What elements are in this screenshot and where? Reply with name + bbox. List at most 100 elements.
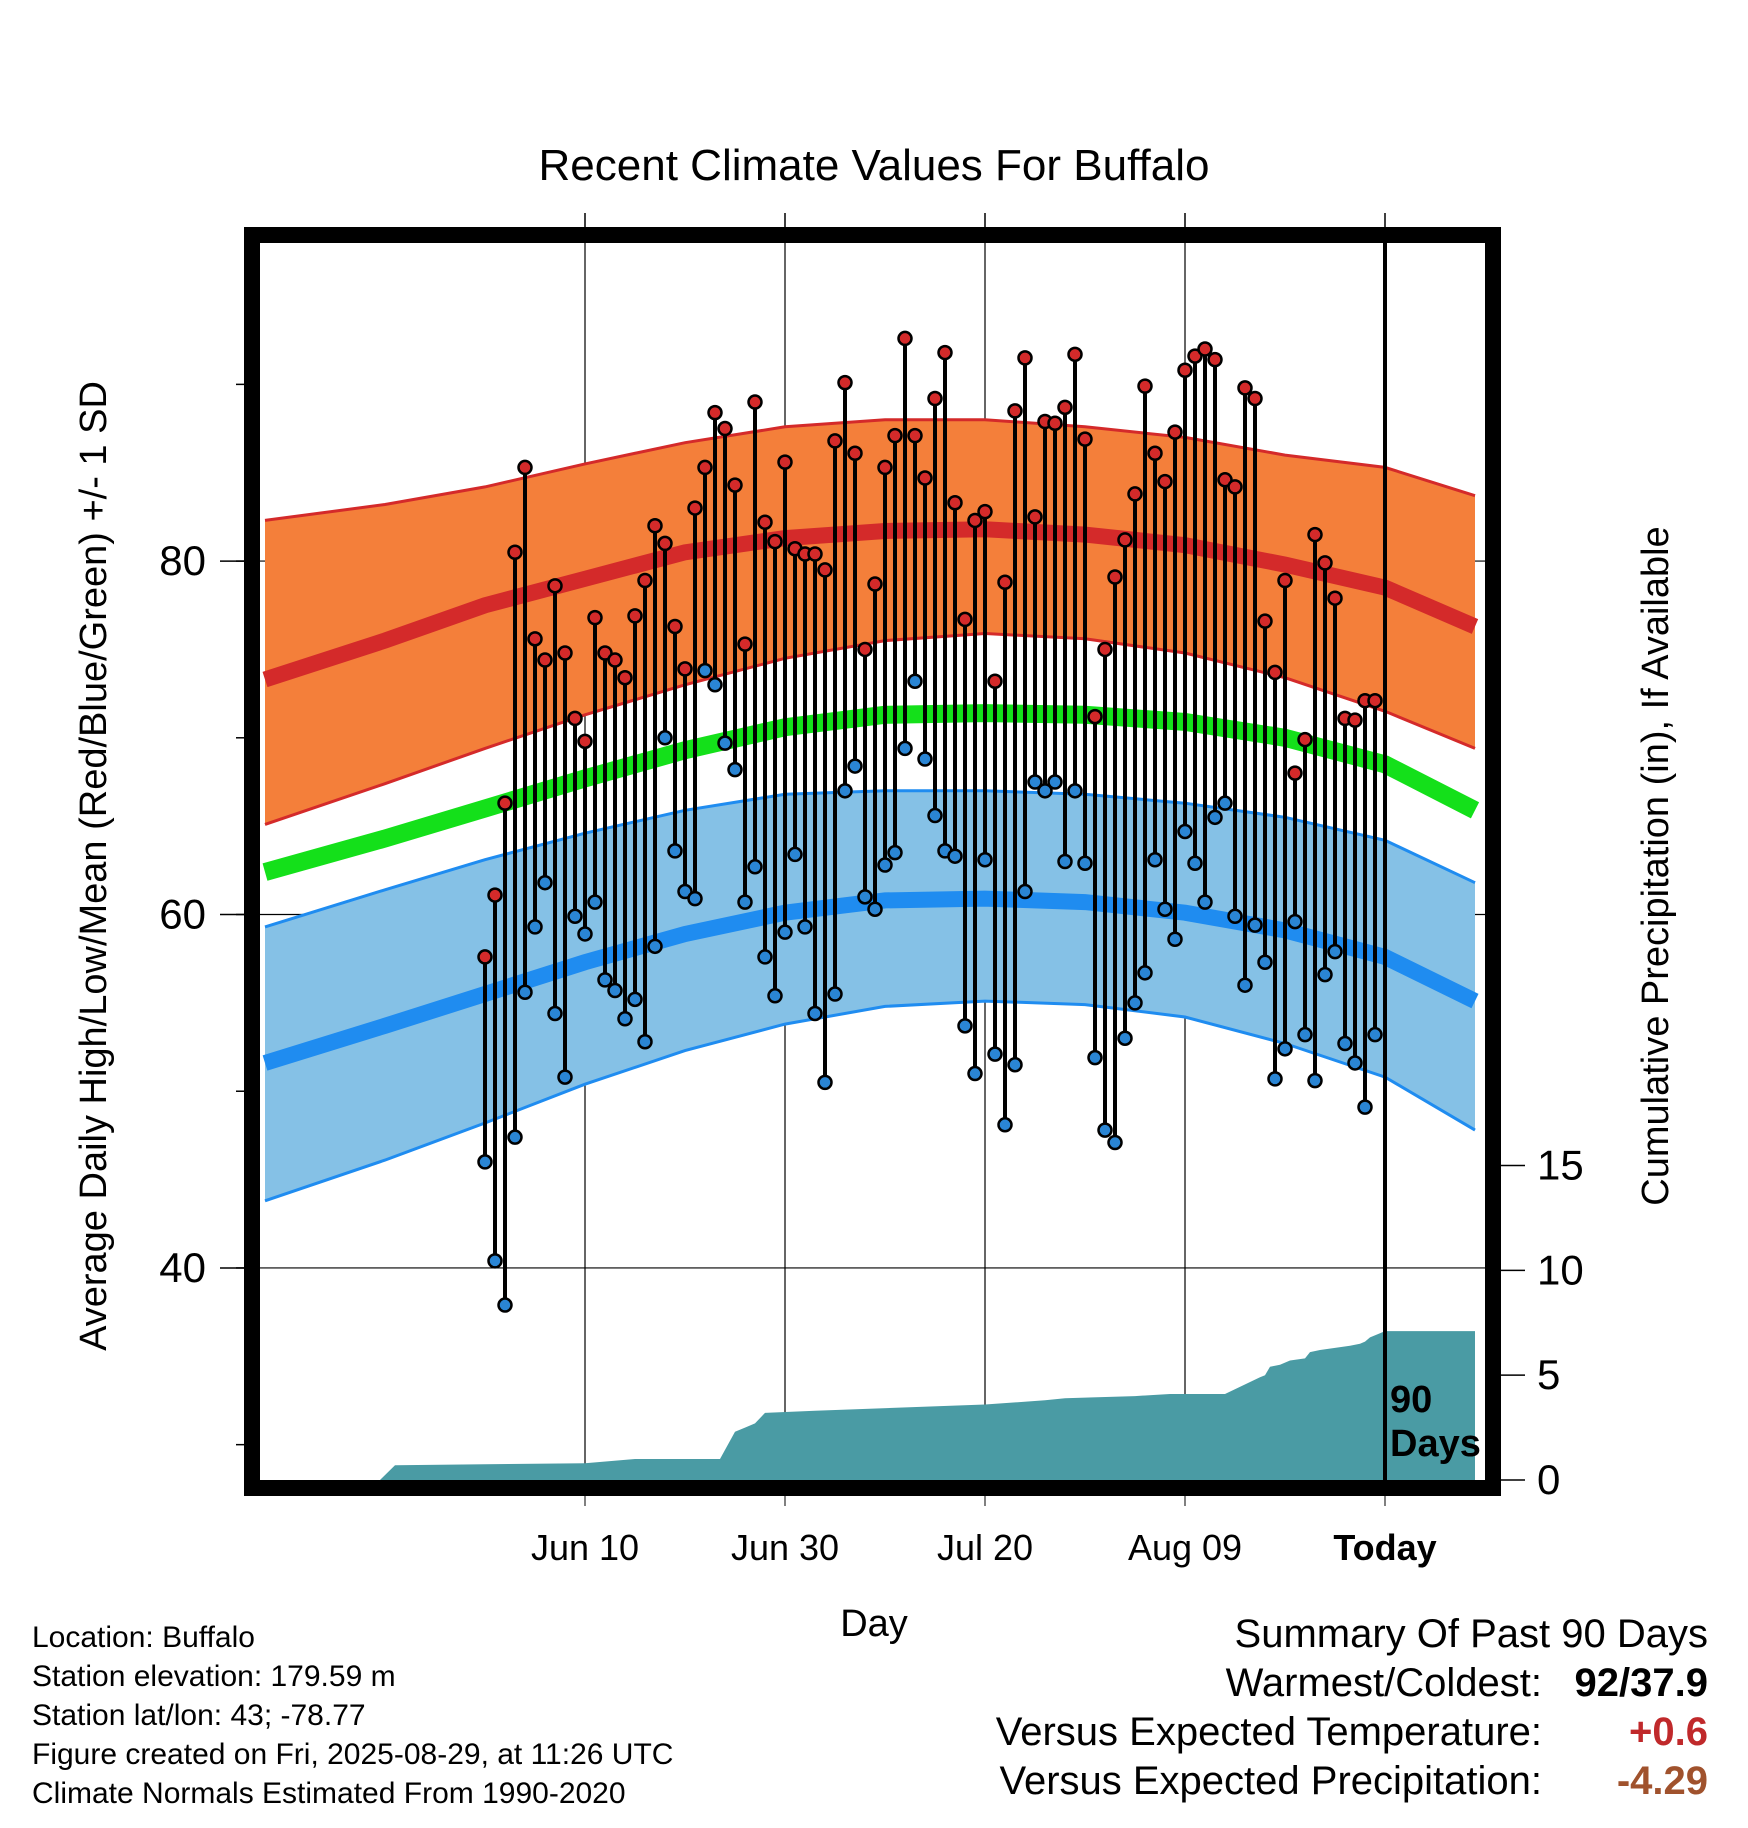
high-point xyxy=(1267,664,1283,681)
low-point xyxy=(1117,1030,1133,1046)
high-point xyxy=(1117,532,1133,548)
low-point xyxy=(977,851,993,868)
chart-title: Recent Climate Values For Buffalo xyxy=(539,141,1210,190)
y2-axis-label: Cumulative Precipitation (in), If Availa… xyxy=(1635,526,1677,1205)
high-point xyxy=(1247,390,1263,407)
high-point xyxy=(537,652,553,668)
high-point xyxy=(607,652,623,668)
low-point xyxy=(677,883,693,900)
high-point xyxy=(917,470,933,486)
high-point xyxy=(487,887,503,903)
high-point xyxy=(717,420,733,437)
summary-title: Summary Of Past 90 Days xyxy=(1234,1612,1708,1656)
high-point xyxy=(1217,472,1233,488)
high-point xyxy=(1027,509,1043,525)
high-point xyxy=(1147,445,1163,462)
high-point xyxy=(837,374,853,391)
high-point xyxy=(627,608,643,624)
high-point xyxy=(1227,479,1243,495)
low-point xyxy=(797,919,813,935)
low-point xyxy=(897,740,913,757)
high-point xyxy=(877,459,893,476)
low-point xyxy=(837,783,853,799)
high-point xyxy=(1087,708,1103,725)
high-point xyxy=(1077,431,1093,447)
high-point xyxy=(527,631,543,647)
high-point xyxy=(977,503,993,520)
low-point xyxy=(1177,823,1193,840)
high-point xyxy=(827,433,843,449)
low-point xyxy=(1237,977,1253,993)
low-point xyxy=(597,972,613,988)
high-point xyxy=(777,454,793,470)
high-point xyxy=(517,459,533,476)
low-point xyxy=(757,949,773,965)
today-marker-label-line: 90 xyxy=(1390,1379,1432,1421)
y2-tick-label: 15 xyxy=(1537,1142,1584,1189)
high-point xyxy=(1327,590,1343,606)
high-point xyxy=(497,795,513,811)
high-point xyxy=(1367,692,1383,709)
high-point xyxy=(1287,765,1303,781)
high-point xyxy=(507,544,523,560)
high-point xyxy=(1257,613,1273,629)
low-point xyxy=(727,761,743,778)
low-point xyxy=(497,1297,513,1313)
low-point xyxy=(1037,783,1053,799)
today-marker-label: 90 Days xyxy=(1390,1379,1481,1465)
high-point xyxy=(1187,348,1203,364)
y-tick-label: 40 xyxy=(159,1244,206,1291)
high-point xyxy=(887,427,903,444)
temp-row: Versus Expected Temperature: +0.6 xyxy=(996,1710,1708,1759)
low-point xyxy=(827,986,843,1002)
low-point xyxy=(1327,943,1343,960)
low-point xyxy=(507,1129,523,1145)
low-point xyxy=(957,1018,973,1034)
low-point xyxy=(697,662,713,679)
precip-area xyxy=(260,1331,1475,1480)
high-point xyxy=(927,390,943,407)
high-point xyxy=(617,669,633,686)
low-point xyxy=(1227,908,1243,925)
low-normal-band xyxy=(265,790,1475,1201)
high-point xyxy=(857,641,873,658)
low-point xyxy=(477,1154,493,1170)
low-point xyxy=(527,919,543,935)
high-upper-line xyxy=(264,418,1476,522)
created-text: Figure created on Fri, 2025-08-29, at 11… xyxy=(32,1738,674,1771)
high-point xyxy=(1067,346,1083,363)
low-point xyxy=(607,982,623,999)
x-tick-label: Today xyxy=(1333,1527,1436,1568)
high-point xyxy=(637,572,653,589)
station-info: Location: Buffalo Station elevation: 179… xyxy=(32,1618,673,1813)
low-point xyxy=(1047,774,1063,790)
axes: Jun 10 Jun 30 Jul 20 Aug 09 Today 80 60 40 15 10 5… xyxy=(159,213,1584,1568)
high-point xyxy=(807,546,823,562)
high-point xyxy=(767,533,783,550)
latlon-text: Station lat/lon: 43; -78.77 xyxy=(32,1699,366,1732)
high-point xyxy=(1317,555,1333,571)
normals-text: Climate Normals Estimated From 1990-2020 xyxy=(32,1777,626,1810)
high-point xyxy=(1167,424,1183,440)
y-tick-label: 80 xyxy=(159,537,206,584)
low-point xyxy=(1147,851,1163,868)
low-point xyxy=(657,730,673,746)
high-point xyxy=(1007,403,1023,419)
low-point xyxy=(617,1011,633,1027)
low-point xyxy=(767,988,783,1004)
x-axis-label: Day xyxy=(840,1603,908,1645)
low-point xyxy=(1077,855,1093,872)
y2-tick-label: 5 xyxy=(1537,1351,1560,1398)
low-point xyxy=(1167,931,1183,948)
low-point xyxy=(647,938,663,955)
low-point xyxy=(847,758,863,774)
y-axis-label: Average Daily High/Low/Mean (Red/Blue/Gr… xyxy=(73,381,115,1351)
low-point xyxy=(1067,783,1083,799)
low-point xyxy=(877,857,893,873)
low-point xyxy=(667,843,683,859)
high-point xyxy=(747,394,763,410)
low-point xyxy=(1297,1026,1313,1043)
high-point xyxy=(1237,380,1253,396)
high-point xyxy=(1277,572,1293,589)
